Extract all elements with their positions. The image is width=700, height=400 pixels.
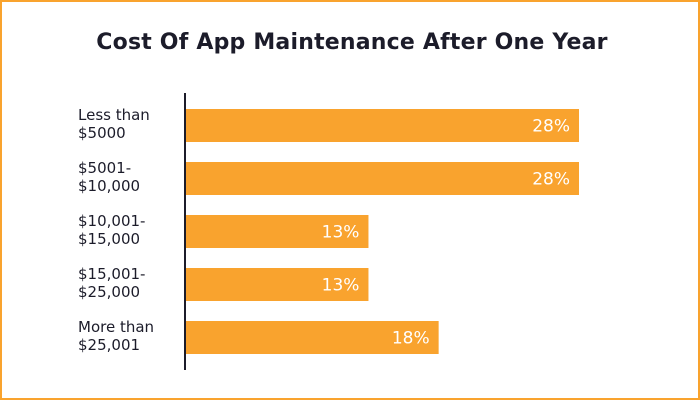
bar	[186, 268, 369, 301]
bar	[186, 321, 439, 354]
category-label-line: $25,000	[78, 283, 140, 301]
category-label: Less than $5000	[78, 106, 150, 142]
bar-value-label: 28%	[532, 117, 570, 137]
category-label-line: $15,001-	[78, 265, 145, 283]
category-label-line: $5000	[78, 124, 126, 142]
bar	[186, 215, 369, 248]
bar-value-label: 18%	[392, 329, 430, 349]
category-label-line: More than	[78, 318, 154, 336]
category-label: $10,001-$15,000	[78, 212, 145, 248]
category-label-line: Less than	[78, 106, 150, 124]
category-label-line: $15,000	[78, 230, 140, 248]
category-label: $5001-$10,000	[78, 159, 140, 195]
bar	[186, 109, 579, 142]
bar-value-label: 13%	[322, 223, 360, 243]
bar-value-label: 28%	[532, 170, 570, 190]
category-label: $15,001-$25,000	[78, 265, 145, 301]
bar-value-label: 13%	[322, 276, 360, 296]
category-label-line: $5001-	[78, 159, 131, 177]
category-label: More than $25,001	[78, 318, 154, 354]
category-label-line: $10,001-	[78, 212, 145, 230]
category-label-line: $10,000	[78, 177, 140, 195]
category-label-line: $25,001	[78, 336, 140, 354]
chart-title: Cost Of App Maintenance After One Year	[96, 30, 608, 55]
bar	[186, 162, 579, 195]
